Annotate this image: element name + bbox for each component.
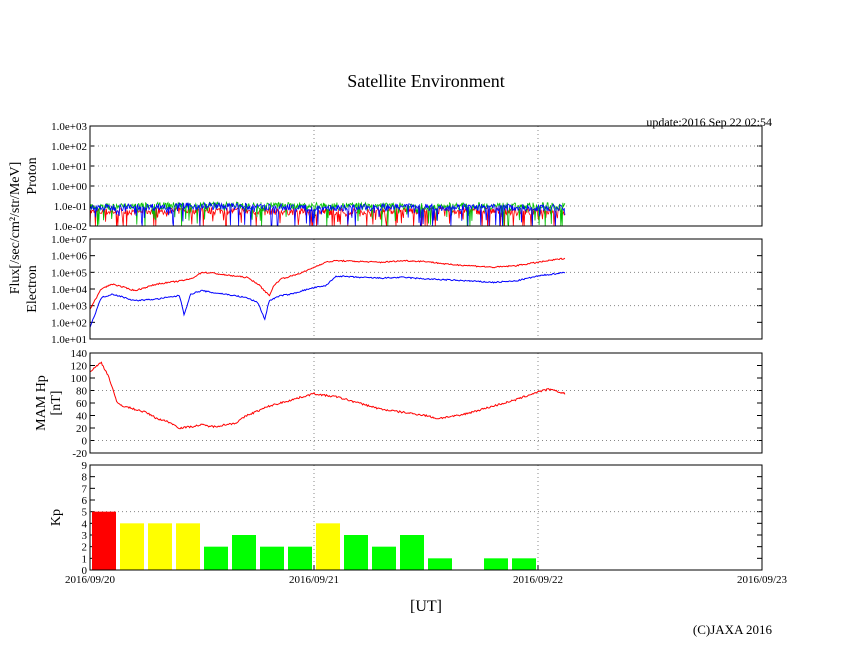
- y-tick-label: 8: [82, 472, 88, 484]
- y-tick-label: 1.0e-01: [54, 201, 87, 213]
- x-axis-label: [UT]: [410, 598, 442, 615]
- panel-frame: [89, 464, 763, 571]
- update-timestamp: update:2016 Sep 22 02:54: [646, 115, 772, 129]
- y-tick-label: 40: [76, 411, 88, 423]
- kp-bar: [372, 546, 396, 570]
- kp-bar: [428, 558, 452, 570]
- kp-bar: [512, 558, 536, 570]
- x-tick-label: 2016/09/22: [513, 574, 563, 586]
- copyright: (C)JAXA 2016: [693, 622, 773, 637]
- panel-proton: 1.0e-02 1.0e-01 1.0e+00 1.0e+01 1.0e+02 1.0e+…: [25, 121, 763, 233]
- panel-ylabel: MAM Hp: [34, 375, 49, 431]
- y-tick-label: 7: [82, 483, 88, 495]
- panel-ylabel: Electron: [25, 265, 40, 312]
- kp-bar: [92, 511, 116, 570]
- series-line-mam-0: [89, 361, 566, 430]
- kp-bar: [316, 523, 340, 570]
- y-tick-label: 0: [82, 565, 88, 577]
- y-tick-label: 1.0e+04: [51, 284, 87, 296]
- kp-bar: [260, 546, 284, 570]
- y-tick-label: 4: [82, 518, 88, 530]
- y-tick-label: 120: [71, 361, 88, 373]
- y-tick-label: 6: [82, 495, 88, 507]
- x-tick-label: 2016/09/20: [65, 574, 116, 586]
- chart-title: Satellite Environment: [347, 71, 504, 91]
- series-line-electron-0: [89, 257, 566, 310]
- kp-bar: [176, 523, 200, 570]
- y-tick-label: 0: [82, 436, 88, 448]
- y-tick-label: -20: [72, 448, 87, 460]
- series-line-proton-2: [89, 201, 566, 227]
- x-tick-label: 2016/09/23: [737, 574, 788, 586]
- kp-bar: [204, 546, 228, 570]
- y-tick-label: 1.0e+03: [51, 121, 87, 133]
- y-tick-label: 3: [82, 530, 88, 542]
- series-line-electron-1: [89, 271, 566, 328]
- y-tick-label: 20: [76, 423, 88, 435]
- y-tick-label: 9: [82, 460, 88, 472]
- y-tick-label: 80: [76, 386, 88, 398]
- panel-frame: [89, 125, 763, 227]
- y-tick-label: 1: [82, 553, 88, 565]
- kp-bar: [148, 523, 172, 570]
- y-tick-label: 1.0e-02: [54, 221, 87, 233]
- y-tick-label: 1.0e+00: [51, 181, 87, 193]
- panel-frame: [89, 352, 763, 454]
- y-tick-label: 2: [82, 542, 88, 554]
- y-tick-label: 1.0e+03: [51, 301, 87, 313]
- panel-ylabel-unit: [nT]: [49, 391, 64, 416]
- kp-bar: [400, 535, 424, 570]
- x-tick-label: 2016/09/21: [289, 574, 339, 586]
- shared-flux-ylabel: Flux[/sec/cm²/str/MeV]: [8, 162, 23, 295]
- panel-electron: 1.0e+01 1.0e+02 1.0e+03 1.0e+04 1.0e+05 1.0e+…: [25, 234, 763, 346]
- y-tick-label: 1.0e+07: [51, 234, 87, 246]
- y-tick-label: 5: [82, 507, 88, 519]
- panel-ylabel: Proton: [25, 157, 40, 194]
- y-tick-label: 1.0e+02: [51, 141, 87, 153]
- y-tick-label: 140: [71, 348, 88, 360]
- panel-frame: [89, 238, 763, 340]
- y-tick-label: 100: [71, 373, 88, 385]
- y-tick-label: 1.0e+01: [51, 161, 87, 173]
- panel-ylabel: Kp: [49, 509, 64, 526]
- y-tick-label: 1.0e+05: [51, 267, 87, 279]
- y-tick-label: 1.0e+02: [51, 317, 87, 329]
- kp-bar: [484, 558, 508, 570]
- kp-bar: [232, 535, 256, 570]
- plot-panels: 1.0e-021.0e-011.0e+001.0e+011.0e+021.0e+…: [25, 121, 788, 586]
- kp-bar: [344, 535, 368, 570]
- kp-bar: [120, 523, 144, 570]
- kp-bar: [288, 546, 312, 570]
- series-line-proton-1: [89, 200, 566, 227]
- y-tick-label: 1.0e+06: [51, 251, 87, 263]
- y-tick-label: 60: [76, 398, 88, 410]
- y-tick-label: 1.0e+01: [51, 334, 87, 346]
